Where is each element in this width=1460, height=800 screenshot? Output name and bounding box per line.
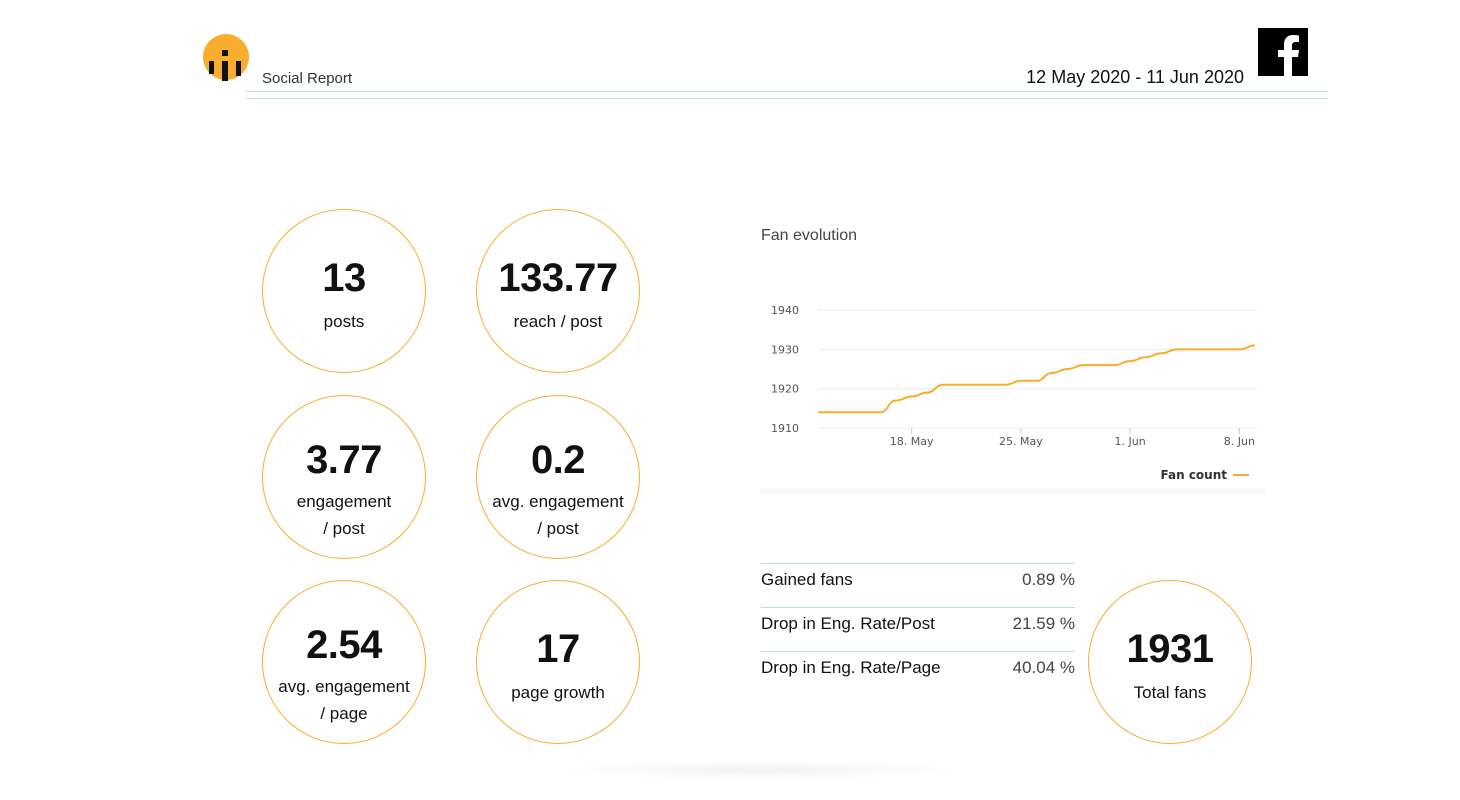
stat-avg-engagement-per-post: 0.2 avg. engagement / post — [476, 395, 640, 559]
metric-value: 0.89 % — [1022, 570, 1075, 589]
stat-value: 1931 — [1126, 627, 1214, 671]
stat-label-line: / post — [323, 519, 365, 538]
stat-reach-per-post: 133.77 reach / post — [476, 209, 640, 373]
stat-label-line: / page — [320, 704, 368, 723]
stat-value: 13 — [322, 256, 366, 300]
y-tick-label: 1920 — [771, 383, 799, 396]
stat-engagement-per-post: 3.77 engagement / post — [262, 395, 426, 559]
stat-label: Total fans — [1133, 683, 1207, 702]
stat-value: 133.77 — [498, 256, 618, 300]
stat-label-line: avg. engagement — [278, 677, 410, 696]
stat-avg-engagement-per-page: 2.54 avg. engagement / page — [262, 580, 426, 744]
report-title: Social Report — [262, 70, 353, 87]
legend-label: Fan count — [1161, 468, 1228, 482]
stat-label-line: avg. engagement — [492, 492, 624, 511]
header-rule-top — [246, 91, 1328, 92]
x-tick-label: 8. Jun — [1224, 435, 1255, 448]
stat-label: avg. engagement / page — [257, 673, 431, 727]
series-line — [818, 344, 1256, 414]
y-tick-label: 1930 — [771, 343, 799, 356]
metric-row: Drop in Eng. Rate/Page 40.04 % — [761, 651, 1075, 695]
metric-label: Drop in Eng. Rate/Post — [761, 614, 935, 633]
metric-value: 21.59 % — [1012, 614, 1075, 633]
header-rule-bottom — [246, 98, 1328, 99]
y-tick-label: 1910 — [771, 422, 799, 435]
stat-posts: 13 posts — [262, 209, 426, 373]
chart-background — [760, 290, 1265, 495]
metric-row: Drop in Eng. Rate/Post 21.59 % — [761, 607, 1075, 651]
stat-total-fans: 1931 Total fans — [1088, 580, 1252, 744]
metric-row: Gained fans 0.89 % — [761, 563, 1075, 607]
stat-label: avg. engagement / post — [471, 488, 645, 542]
x-tick-label: 25. May — [999, 435, 1043, 448]
x-tick-label: 18. May — [890, 435, 934, 448]
metric-label: Drop in Eng. Rate/Page — [761, 658, 941, 677]
stat-value: 2.54 — [306, 623, 382, 667]
stat-value: 17 — [536, 627, 580, 671]
y-tick-label: 1940 — [771, 304, 799, 317]
stat-label-line: engagement — [296, 492, 392, 511]
x-tick-label: 1. Jun — [1115, 435, 1146, 448]
stat-value: 0.2 — [530, 438, 586, 482]
stat-label: posts — [323, 312, 365, 331]
stat-label: engagement / post — [257, 488, 431, 542]
company-logo-icon — [203, 34, 249, 81]
metric-value: 40.04 % — [1012, 658, 1075, 677]
stat-value: 3.77 — [306, 438, 382, 482]
stat-label: reach / post — [513, 312, 603, 331]
chart-bottom-shade — [760, 488, 1265, 494]
chart-title: Fan evolution — [761, 227, 858, 244]
date-range: 12 May 2020 - 11 Jun 2020 — [1026, 67, 1244, 87]
facebook-icon[interactable] — [1258, 28, 1308, 76]
stat-page-growth: 17 page growth — [476, 580, 640, 744]
fan-evolution-chart: 1910 1920 1930 1940 18. May 25. May 1. Jun 8. J… — [760, 290, 1265, 495]
stat-label: page growth — [511, 683, 605, 702]
stat-label-line: / post — [537, 519, 579, 538]
page-shadow — [560, 760, 960, 780]
metric-label: Gained fans — [761, 570, 853, 589]
